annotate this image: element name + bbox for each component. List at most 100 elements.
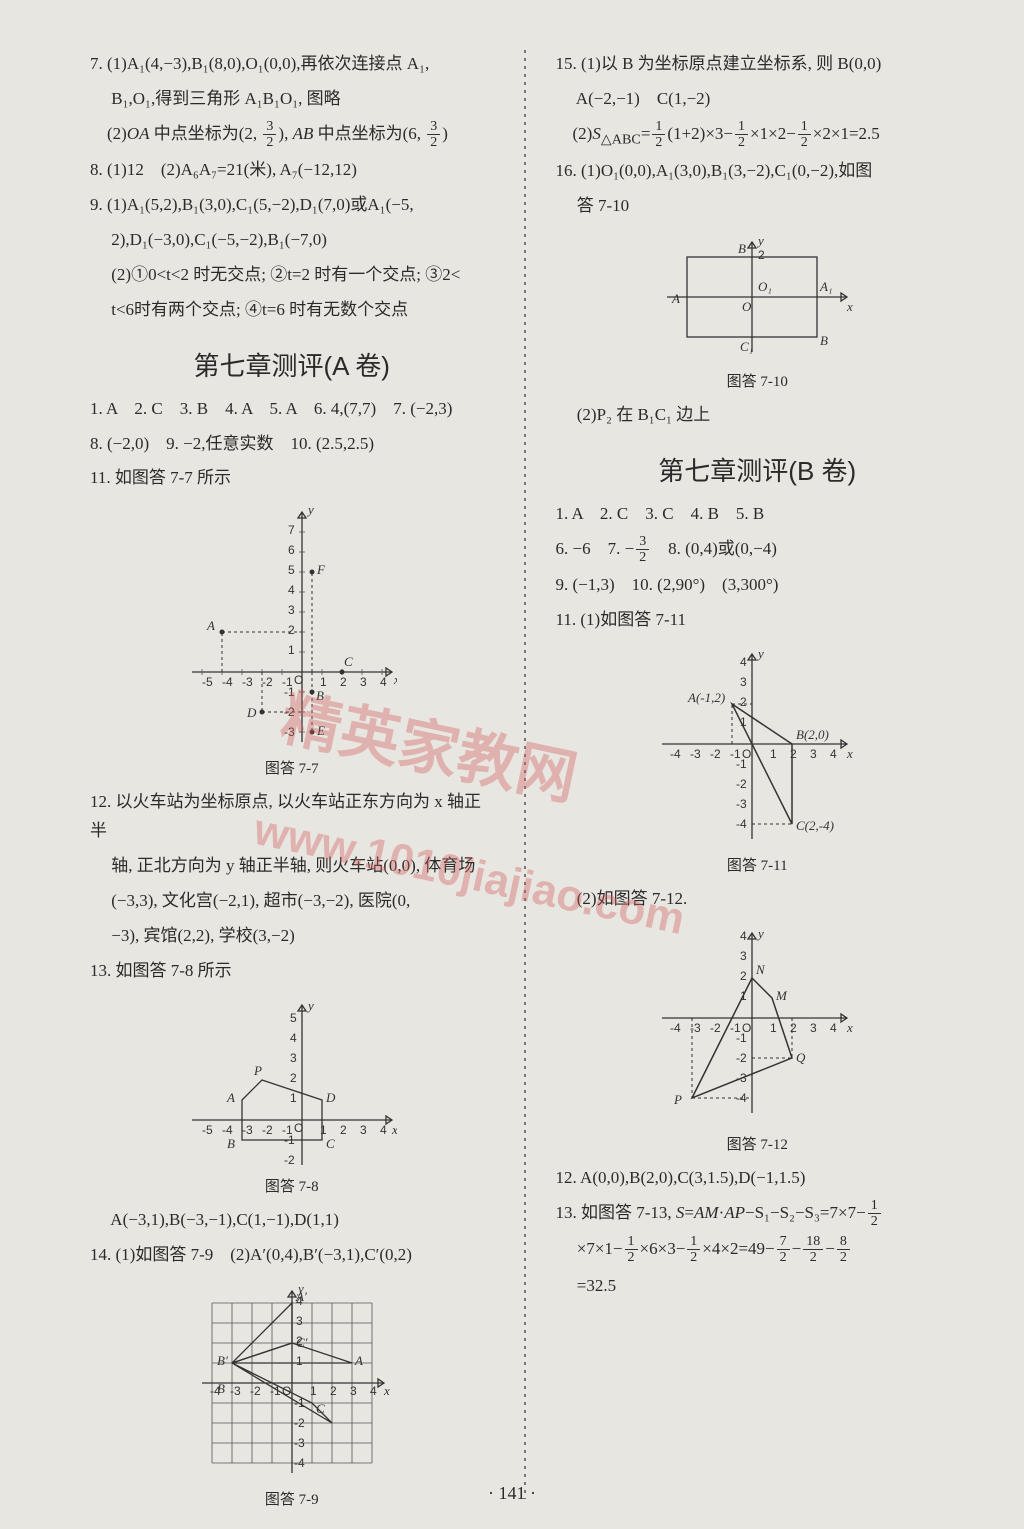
svg-text:4: 4 <box>830 1021 837 1035</box>
svg-text:2: 2 <box>790 1021 797 1035</box>
svg-text:-2: -2 <box>710 1021 721 1035</box>
svg-text:-5: -5 <box>202 1123 213 1137</box>
svg-text:D: D <box>325 1090 336 1105</box>
svg-text:B: B <box>738 241 746 256</box>
q8: 8. (1)12 (2)A₆A₇=21(米), A₇(−12,12) <box>90 156 494 185</box>
svg-text:-2: -2 <box>736 1051 747 1065</box>
svg-text:-2: -2 <box>736 777 747 791</box>
svg-text:A(-1,2): A(-1,2) <box>687 690 725 705</box>
svg-text:-2: -2 <box>250 1384 261 1398</box>
svg-text:2: 2 <box>330 1384 337 1398</box>
svg-text:B: B <box>316 688 324 703</box>
q7-line1: 7. (1)A₁(4,−3),B₁(8,0),O₁(0,0),再依次连接点 A₁… <box>90 50 494 79</box>
chart-7-8: xy O -5-4-3-2-1 1234 12345 -1-2 APDCB <box>90 1000 494 1170</box>
svg-text:-4: -4 <box>670 747 681 761</box>
svg-text:2: 2 <box>758 248 765 262</box>
a-ans-3: 11. 如图答 7-7 所示 <box>90 464 494 493</box>
svg-text:O: O <box>294 1121 303 1135</box>
b-ans-1: 1. A 2. C 3. C 4. B 5. B <box>556 500 960 529</box>
svg-text:y: y <box>306 507 314 517</box>
svg-text:2: 2 <box>740 695 747 709</box>
svg-text:1: 1 <box>320 675 327 689</box>
svg-text:-4: -4 <box>222 675 233 689</box>
svg-text:Q: Q <box>796 1050 806 1065</box>
svg-text:-4: -4 <box>222 1123 233 1137</box>
svg-text:-2: -2 <box>284 1153 295 1167</box>
svg-text:-5: -5 <box>202 675 213 689</box>
svg-text:4: 4 <box>370 1384 377 1398</box>
chart-7-12: xy -4-3-2-1O 1234 1234 -1-2-3-4 NMQP <box>556 928 960 1128</box>
svg-text:-3: -3 <box>294 1436 305 1450</box>
svg-text:4: 4 <box>740 655 747 669</box>
r-q16c: (2)P₂ 在 B₁C₁ 边上 <box>556 401 960 430</box>
svg-text:3: 3 <box>350 1384 357 1398</box>
a-ans-2: 8. (−2,0) 9. −2,任意实数 10. (2.5,2.5) <box>90 430 494 459</box>
b-ans-2: 6. −6 7. −32 8. (0,4)或(0,−4) <box>556 535 960 565</box>
svg-text:7: 7 <box>288 523 295 537</box>
svg-text:E: E <box>316 723 325 738</box>
q7-line3: (2)OA 中点坐标为(2, 32), AB 中点坐标为(6, 32) <box>90 120 494 150</box>
chart-7-9: xy -4-3-2-1O 1234 1234 -1-2-3-4 A′B′C′ A… <box>90 1283 494 1483</box>
a-ans-1: 1. A 2. C 3. B 4. A 5. A 6. 4,(7,7) 7. (… <box>90 395 494 424</box>
svg-text:A: A <box>206 618 215 633</box>
svg-text:y: y <box>756 649 764 661</box>
svg-text:A: A <box>671 291 680 306</box>
b-q13-3: =32.5 <box>556 1272 960 1301</box>
chart-7-11: xy -4-3-2-1O 1234 1234 -1-2-3-4 A(-1,2)B… <box>556 649 960 849</box>
svg-text:x: x <box>393 672 397 687</box>
caption-7-9: 图答 7-9 <box>90 1488 494 1509</box>
svg-text:C(2,-4): C(2,-4) <box>796 818 834 833</box>
q9a: 9. (1)A₁(5,2),B₁(3,0),C₁(5,−2),D₁(7,0)或A… <box>90 191 494 220</box>
svg-text:x: x <box>846 299 853 314</box>
svg-text:6: 6 <box>288 543 295 557</box>
b-ans-3: 9. (−1,3) 10. (2,90°) (3,300°) <box>556 571 960 600</box>
caption-7-8: 图答 7-8 <box>90 1175 494 1196</box>
svg-text:O: O <box>294 673 303 687</box>
svg-text:P: P <box>673 1092 682 1107</box>
a-q14: 14. (1)如图答 7-9 (2)A′(0,4),B′(−3,1),C′(0,… <box>90 1241 494 1270</box>
svg-text:4: 4 <box>380 675 387 689</box>
svg-text:B(2,0): B(2,0) <box>796 727 829 742</box>
svg-text:P: P <box>253 1063 262 1078</box>
svg-text:O: O <box>742 299 752 314</box>
b-q13-2: ×7×1−12×6×3−12×4×2=49−72−182−82 <box>556 1235 960 1265</box>
svg-text:4: 4 <box>290 1031 297 1045</box>
a-q12-3: (−3,3), 文化宫(−2,1), 超市(−3,−2), 医院(0, <box>90 887 494 916</box>
svg-text:-2: -2 <box>294 1416 305 1430</box>
svg-text:D: D <box>246 705 257 720</box>
svg-text:-2: -2 <box>262 1123 273 1137</box>
svg-text:-3: -3 <box>284 725 295 739</box>
svg-text:x: x <box>846 746 853 761</box>
svg-text:C′: C′ <box>296 1335 308 1350</box>
svg-text:3: 3 <box>296 1314 303 1328</box>
svg-text:4: 4 <box>740 929 747 943</box>
svg-text:2: 2 <box>340 675 347 689</box>
svg-text:-3: -3 <box>242 1123 253 1137</box>
svg-text:3: 3 <box>290 1051 297 1065</box>
q9b: 2),D₁(−3,0),C₁(−5,−2),B₁(−7,0) <box>90 226 494 255</box>
svg-text:5: 5 <box>290 1011 297 1025</box>
q9d: t<6时有两个交点; ④t=6 时有无数个交点 <box>90 296 494 325</box>
svg-text:1: 1 <box>290 1091 297 1105</box>
svg-text:-1: -1 <box>284 685 295 699</box>
svg-text:y: y <box>756 928 764 941</box>
b-q11-2: (2)如图答 7-12. <box>556 885 960 914</box>
svg-text:x: x <box>391 1122 397 1137</box>
chart-7-7: xy O -5-4-3-2-1 1234 1234567 -1-2-3 A <box>90 507 494 752</box>
svg-text:-4: -4 <box>294 1456 305 1470</box>
svg-text:-3: -3 <box>690 747 701 761</box>
q7-line2: B₁,O₁,得到三角形 A₁B₁O₁, 图略 <box>90 85 494 114</box>
svg-text:4: 4 <box>830 747 837 761</box>
svg-text:3: 3 <box>740 949 747 963</box>
svg-text:N: N <box>755 962 766 977</box>
svg-text:F: F <box>316 562 326 577</box>
svg-text:A: A <box>354 1353 363 1368</box>
chart-7-10: xy AB 2 O₁A₁ O C₁B <box>556 235 960 365</box>
svg-text:1: 1 <box>770 747 777 761</box>
heading-b: 第七章测评(B 卷) <box>556 451 960 488</box>
svg-text:2: 2 <box>290 1071 297 1085</box>
svg-text:-1: -1 <box>736 757 747 771</box>
svg-text:-1: -1 <box>736 1031 747 1045</box>
q9c: (2)①0<t<2 时无交点; ②t=2 时有一个交点; ③2< <box>90 261 494 290</box>
svg-text:3: 3 <box>360 1123 367 1137</box>
